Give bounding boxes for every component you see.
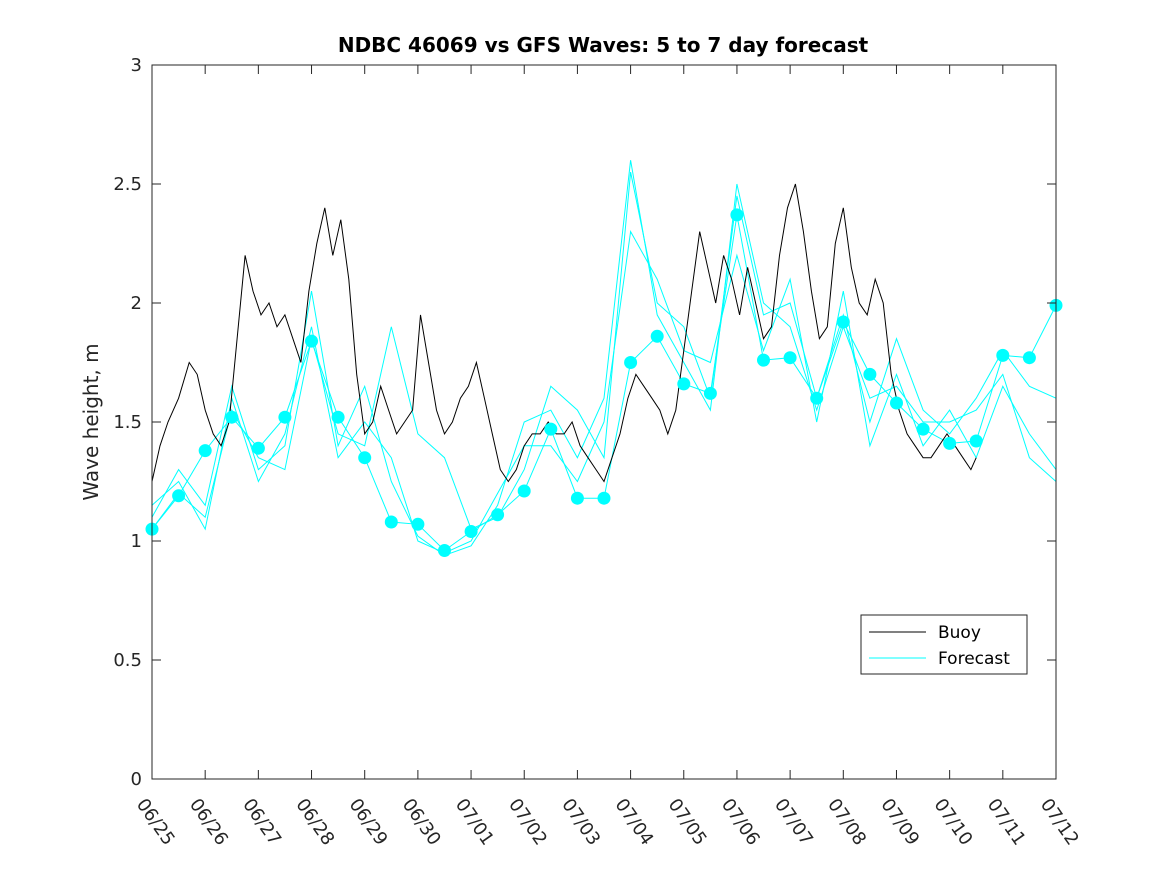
forecast-point	[703, 386, 717, 400]
forecast-point	[943, 436, 957, 450]
forecast-point	[969, 434, 983, 448]
legend-buoy-label: Buoy	[938, 623, 981, 643]
forecast-point	[225, 410, 239, 424]
forecast-point	[730, 208, 744, 222]
forecast-point	[358, 451, 372, 465]
legend-box	[860, 614, 1028, 675]
legend-forecast-label: Forecast	[938, 649, 1010, 669]
y-tick-label: 0	[131, 769, 142, 790]
forecast-point	[624, 356, 638, 369]
forecast-point	[384, 515, 398, 529]
forecast-point	[331, 410, 345, 424]
forecast-point	[491, 508, 505, 522]
y-tick-label: 0.5	[113, 650, 142, 671]
forecast-point	[198, 444, 212, 458]
forecast-point	[677, 377, 691, 391]
forecast-point	[438, 544, 451, 557]
forecast-point	[570, 491, 584, 505]
forecast-line-2	[151, 172, 1057, 530]
y-tick-label: 3	[131, 55, 142, 76]
legend: Buoy Forecast	[860, 614, 1028, 675]
forecast-point	[517, 484, 531, 498]
forecast-point	[278, 410, 292, 424]
forecast-point	[757, 353, 770, 367]
forecast-point	[783, 351, 797, 365]
y-axis-label: Wave height, m	[79, 343, 103, 500]
forecast-point	[464, 525, 478, 538]
buoy-line	[151, 183, 977, 483]
forecast-point	[544, 422, 558, 436]
chart-title: NDBC 46069 vs GFS Waves: 5 to 7 day fore…	[338, 33, 869, 57]
forecast-point	[996, 348, 1010, 362]
forecast-point	[597, 491, 611, 505]
y-tick-label: 1.5	[113, 412, 142, 433]
forecast-point	[916, 422, 930, 436]
forecast-point	[836, 315, 850, 329]
y-tick-label: 2	[131, 293, 142, 314]
forecast-point	[251, 441, 265, 455]
forecast-point	[305, 334, 318, 348]
y-tick-label: 2.5	[113, 174, 142, 195]
forecast-point	[810, 391, 824, 405]
forecast-point	[172, 489, 186, 503]
forecast-point	[1022, 351, 1036, 365]
forecast-point	[411, 517, 425, 531]
y-tick-label: 1	[131, 531, 142, 552]
forecast-point	[863, 367, 877, 381]
forecast-point	[890, 396, 903, 410]
forecast-point	[650, 329, 664, 343]
